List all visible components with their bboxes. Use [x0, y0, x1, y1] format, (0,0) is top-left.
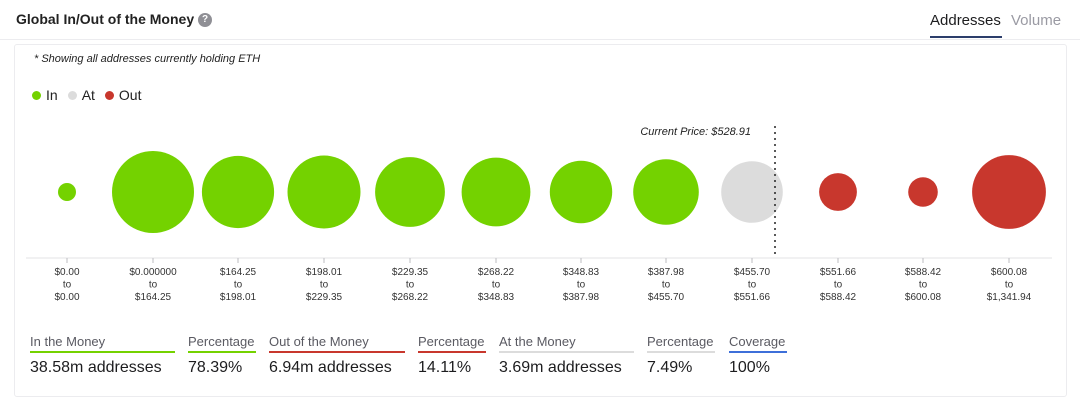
range-joiner-label: to	[919, 280, 928, 291]
range-from-label: $164.25	[220, 267, 257, 278]
stat-value: 3.69m addresses	[499, 359, 622, 376]
stat-underline	[729, 351, 787, 353]
range-joiner-label: to	[149, 280, 158, 291]
range-to-label: $600.08	[905, 292, 942, 303]
stat-value: 38.58m addresses	[30, 359, 162, 376]
legend-label-in: In	[46, 87, 58, 103]
stat-in-the-money: In the Money 38.58m addresses	[30, 334, 175, 377]
stat-underline	[188, 351, 256, 353]
active-tab-underline	[930, 36, 1002, 38]
range-from-label: $455.70	[734, 267, 771, 278]
legend-label-out: Out	[118, 87, 142, 103]
bubble-in[interactable]	[58, 183, 76, 201]
bubble-out[interactable]	[972, 155, 1046, 229]
stat-value: 100%	[729, 359, 770, 376]
range-from-label: $600.08	[991, 267, 1028, 278]
range-to-label: $229.35	[306, 292, 343, 303]
stat-label: Percentage	[418, 334, 485, 349]
range-joiner-label: to	[63, 280, 72, 291]
range-joiner-label: to	[834, 280, 843, 291]
card-header: Global In/Out of the Money ? Addresses V…	[0, 0, 1080, 40]
bubble-at[interactable]	[721, 161, 783, 223]
legend-item-in[interactable]: In	[32, 87, 58, 103]
stat-value: 78.39%	[188, 359, 243, 376]
range-from-label: $198.01	[306, 267, 343, 278]
range-to-label: $0.00	[54, 292, 79, 303]
legend-dot-at-icon	[67, 90, 77, 100]
stat-at-the-money: At the Money 3.69m addresses	[499, 334, 634, 377]
range-from-label: $387.98	[648, 267, 685, 278]
range-from-label: $0.00	[54, 267, 79, 278]
range-to-label: $198.01	[220, 292, 257, 303]
range-to-label: $1,341.94	[987, 292, 1032, 303]
range-joiner-label: to	[234, 280, 243, 291]
range-joiner-label: to	[748, 280, 757, 291]
bubble-in[interactable]	[461, 157, 531, 227]
range-from-label: $348.83	[563, 267, 600, 278]
range-to-label: $455.70	[648, 292, 685, 303]
stat-out-percentage: Percentage 14.11%	[418, 334, 486, 377]
stat-out-of-the-money: Out of the Money 6.94m addresses	[269, 334, 405, 377]
stat-underline	[499, 351, 634, 353]
legend-item-out[interactable]: Out	[104, 87, 142, 103]
range-to-label: $588.42	[820, 292, 857, 303]
stat-label: Percentage	[647, 334, 714, 349]
stat-value: 7.49%	[647, 359, 693, 376]
tab-addresses[interactable]: Addresses	[930, 12, 1001, 29]
stat-underline	[269, 351, 405, 353]
bubble-in[interactable]	[201, 155, 275, 229]
stat-label: Out of the Money	[269, 334, 369, 349]
stat-value: 14.11%	[418, 359, 472, 376]
range-to-label: $164.25	[135, 292, 172, 303]
range-from-label: $551.66	[820, 267, 857, 278]
bubble-chart: $0.00to$0.00$0.000000to$164.25$164.25to$…	[26, 126, 1052, 303]
legend-label-at: At	[81, 87, 95, 103]
holding-note: * Showing all addresses currently holdin…	[34, 53, 261, 65]
stat-label: Coverage	[729, 334, 786, 349]
bubble-in[interactable]	[633, 159, 699, 225]
range-from-label: $0.000000	[129, 267, 177, 278]
bubble-in[interactable]	[549, 160, 613, 224]
range-from-label: $268.22	[478, 267, 515, 278]
chart-legend: In At Out	[32, 87, 152, 103]
stat-label: In the Money	[30, 334, 106, 349]
stat-at-percentage: Percentage 7.49%	[647, 334, 715, 377]
card-title: Global In/Out of the Money	[16, 11, 195, 27]
question-circle-icon[interactable]: ?	[198, 13, 212, 27]
range-from-label: $229.35	[392, 267, 429, 278]
range-joiner-label: to	[577, 280, 586, 291]
chart-panel	[14, 44, 1067, 397]
bubble-out[interactable]	[908, 177, 938, 207]
range-joiner-label: to	[406, 280, 415, 291]
stat-in-percentage: Percentage 78.39%	[188, 334, 256, 377]
current-price-label: Current Price: $528.91	[640, 126, 751, 138]
bubble-in[interactable]	[375, 157, 445, 227]
stat-underline	[418, 351, 486, 353]
range-joiner-label: to	[662, 280, 671, 291]
stat-underline	[30, 351, 175, 353]
tab-volume[interactable]: Volume	[1011, 12, 1062, 29]
stat-label: Percentage	[188, 334, 255, 349]
stat-coverage: Coverage 100%	[729, 334, 787, 377]
range-joiner-label: to	[1005, 280, 1014, 291]
legend-dot-out-icon	[104, 90, 114, 100]
stat-underline	[647, 351, 715, 353]
range-from-label: $588.42	[905, 267, 942, 278]
bubble-in[interactable]	[287, 155, 361, 229]
bubble-in[interactable]	[112, 151, 194, 233]
range-to-label: $551.66	[734, 292, 771, 303]
stat-label: At the Money	[499, 334, 576, 349]
stat-value: 6.94m addresses	[269, 359, 392, 376]
range-joiner-label: to	[492, 280, 501, 291]
range-to-label: $268.22	[392, 292, 429, 303]
range-to-label: $387.98	[563, 292, 600, 303]
range-to-label: $348.83	[478, 292, 515, 303]
range-joiner-label: to	[320, 280, 329, 291]
legend-dot-in-icon	[32, 90, 41, 100]
bubble-out[interactable]	[819, 173, 857, 211]
legend-item-at[interactable]: At	[67, 87, 95, 103]
